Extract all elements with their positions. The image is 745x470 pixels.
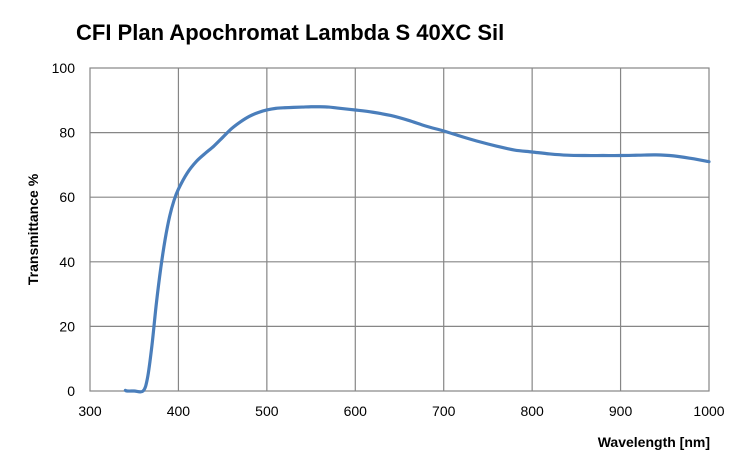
y-tick-label-40: 40 <box>59 254 75 270</box>
chart-title: CFI Plan Apochromat Lambda S 40XC Sil <box>76 20 504 45</box>
y-tick-label-80: 80 <box>59 125 75 141</box>
y-tick-label-20: 20 <box>59 318 75 334</box>
plot-area-frame <box>89 67 710 392</box>
x-tick-label-500: 500 <box>255 403 279 419</box>
x-tick-label-400: 400 <box>167 403 191 419</box>
y-axis-title: Transmittance % <box>25 173 41 285</box>
x-tick-label-1000: 1000 <box>693 403 724 419</box>
x-axis-title: Wavelength [nm] <box>598 434 710 450</box>
x-tick-label-900: 900 <box>609 403 633 419</box>
x-tick-label-600: 600 <box>344 403 368 419</box>
series-layer <box>123 105 711 394</box>
grid-lines <box>90 68 709 391</box>
x-tick-label-300: 300 <box>78 403 102 419</box>
y-tick-label-0: 0 <box>67 383 75 399</box>
x-tick-labels: 300 400 500 600 700 800 900 1000 <box>78 403 724 419</box>
y-tick-label-100: 100 <box>52 60 76 76</box>
y-tick-labels: 0 20 40 60 80 100 <box>52 60 76 399</box>
y-tick-label-60: 60 <box>59 189 75 205</box>
transmittance-series-line <box>123 105 711 394</box>
x-tick-label-700: 700 <box>432 403 456 419</box>
x-tick-label-800: 800 <box>520 403 544 419</box>
